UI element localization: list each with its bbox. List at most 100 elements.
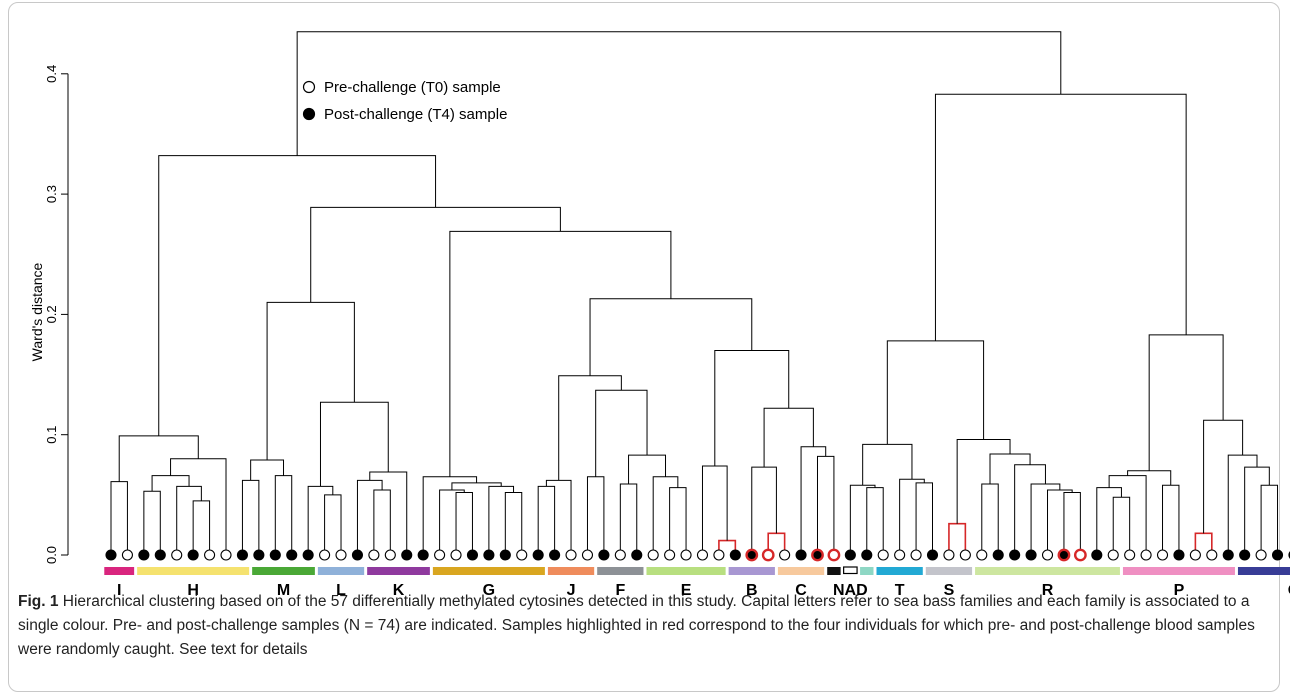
pre-challenge-marker (647, 549, 659, 561)
pre-challenge-marker (696, 549, 709, 561)
dendrogram-link (1260, 484, 1279, 555)
post-challenge-marker (992, 549, 1004, 561)
pre-challenge-marker (1140, 549, 1152, 561)
dendrogram-link (981, 483, 999, 555)
highlighted-sample-marker (761, 548, 775, 562)
y-axis: 0.0 0.1 0.2 0.3 0.4 (44, 65, 69, 564)
post-challenge-marker (1239, 549, 1251, 561)
family-label-nad: NAD (833, 582, 868, 599)
post-challenge-marker (549, 549, 561, 561)
highlighted-sample-marker (1073, 548, 1087, 562)
family-label: I (117, 582, 121, 599)
post-challenge-marker (483, 549, 495, 561)
dendrogram-link (537, 485, 556, 555)
post-challenge-marker (269, 549, 281, 561)
pre-challenge-marker (335, 549, 347, 561)
post-challenge-marker (729, 549, 741, 561)
family-color-bars (104, 566, 1290, 575)
pre-challenge-marker (319, 549, 331, 561)
dendrogram-link (422, 476, 478, 555)
legend-label: Pre-challenge (T0) sample (324, 79, 501, 96)
family-label: H (187, 582, 199, 599)
dendrogram-link (310, 206, 561, 303)
dendrogram-link (307, 485, 334, 555)
legend-label: Post-challenge (T4) sample (324, 106, 507, 123)
dendrogram-link (373, 489, 391, 555)
pre-challenge-marker (516, 549, 528, 561)
dendrogram-link (669, 487, 687, 555)
pre-challenge-marker (1156, 549, 1169, 561)
dendrogram-link (296, 31, 1062, 156)
pre-challenge-marker (220, 549, 232, 561)
family-label: C (795, 582, 807, 599)
figure-frame (8, 2, 1280, 692)
pre-challenge-marker (171, 549, 183, 561)
dendrogram-link (763, 407, 814, 468)
legend-open-circle-icon (302, 80, 316, 94)
post-challenge-marker (105, 549, 117, 561)
family-label: O (1288, 582, 1290, 599)
family-labels: I H M L K G J F E B C T S R P O NAD (117, 582, 1290, 599)
dendrogram-link (455, 491, 473, 555)
post-challenge-marker (286, 549, 298, 561)
pre-challenge-marker (614, 549, 626, 561)
post-challenge-marker (1173, 549, 1185, 561)
family-bar-a (843, 566, 858, 575)
pre-challenge-marker (434, 549, 446, 561)
post-challenge-marker (253, 549, 265, 561)
pre-challenge-marker (450, 549, 462, 561)
pre-challenge-marker (581, 549, 594, 561)
dendrogram-link (143, 490, 161, 555)
legend: Pre-challenge (T0) sample Post-challenge … (302, 79, 507, 123)
family-bar-g (432, 567, 545, 575)
dendrogram-link (170, 458, 227, 555)
pre-challenge-marker (943, 549, 955, 561)
dendrogram-link (1127, 470, 1172, 486)
leaf-markers (105, 548, 1290, 562)
y-tick-label: 0.0 (44, 546, 59, 564)
dendrogram-link (324, 494, 342, 555)
dendrogram-link (595, 389, 648, 477)
post-challenge-marker (926, 549, 939, 561)
dendrogram-link (176, 485, 202, 555)
family-bar-d (860, 567, 874, 575)
family-label: E (681, 582, 692, 599)
dendrogram-link (151, 475, 190, 492)
dendrogram-link (1030, 483, 1061, 555)
dendrogram-link (1203, 419, 1244, 534)
family-label: L (336, 582, 346, 599)
family-bar-s (925, 567, 973, 575)
dendrogram-link (192, 500, 211, 555)
highlighted-sample-marker (745, 548, 759, 562)
y-tick-label: 0.1 (44, 426, 59, 444)
dendrogram-link (266, 301, 355, 460)
pre-challenge-marker (779, 549, 791, 561)
pre-challenge-marker (664, 549, 676, 561)
dendrogram-link (439, 489, 465, 555)
pre-challenge-marker (680, 549, 692, 561)
family-label: J (567, 582, 576, 599)
pre-challenge-marker (894, 549, 906, 561)
pre-challenge-marker (121, 549, 133, 561)
post-challenge-marker (1091, 549, 1103, 561)
family-label: S (944, 582, 955, 599)
caption-label: Fig. 1 (18, 593, 59, 610)
dendrogram-link (369, 471, 408, 555)
dendrogram-link (241, 479, 260, 555)
dendrogram-link (158, 155, 437, 436)
dendrogram-link (956, 439, 1011, 524)
dendrogram-link (886, 340, 985, 445)
family-label: K (393, 582, 405, 599)
figure-caption: Fig. 1 Hierarchical clustering based on … (18, 590, 1274, 662)
pre-challenge-marker (1041, 549, 1054, 561)
dendrogram-link (800, 446, 827, 555)
dendrogram-link (915, 482, 933, 555)
dendrogram-link (1227, 454, 1258, 555)
pre-challenge-marker (877, 549, 889, 561)
family-label: F (615, 582, 625, 599)
dendrogram-link (488, 485, 515, 555)
family-bar-p (1122, 567, 1235, 575)
post-challenge-marker (1271, 549, 1284, 561)
family-bar-b (728, 567, 775, 575)
post-challenge-marker (138, 549, 150, 561)
